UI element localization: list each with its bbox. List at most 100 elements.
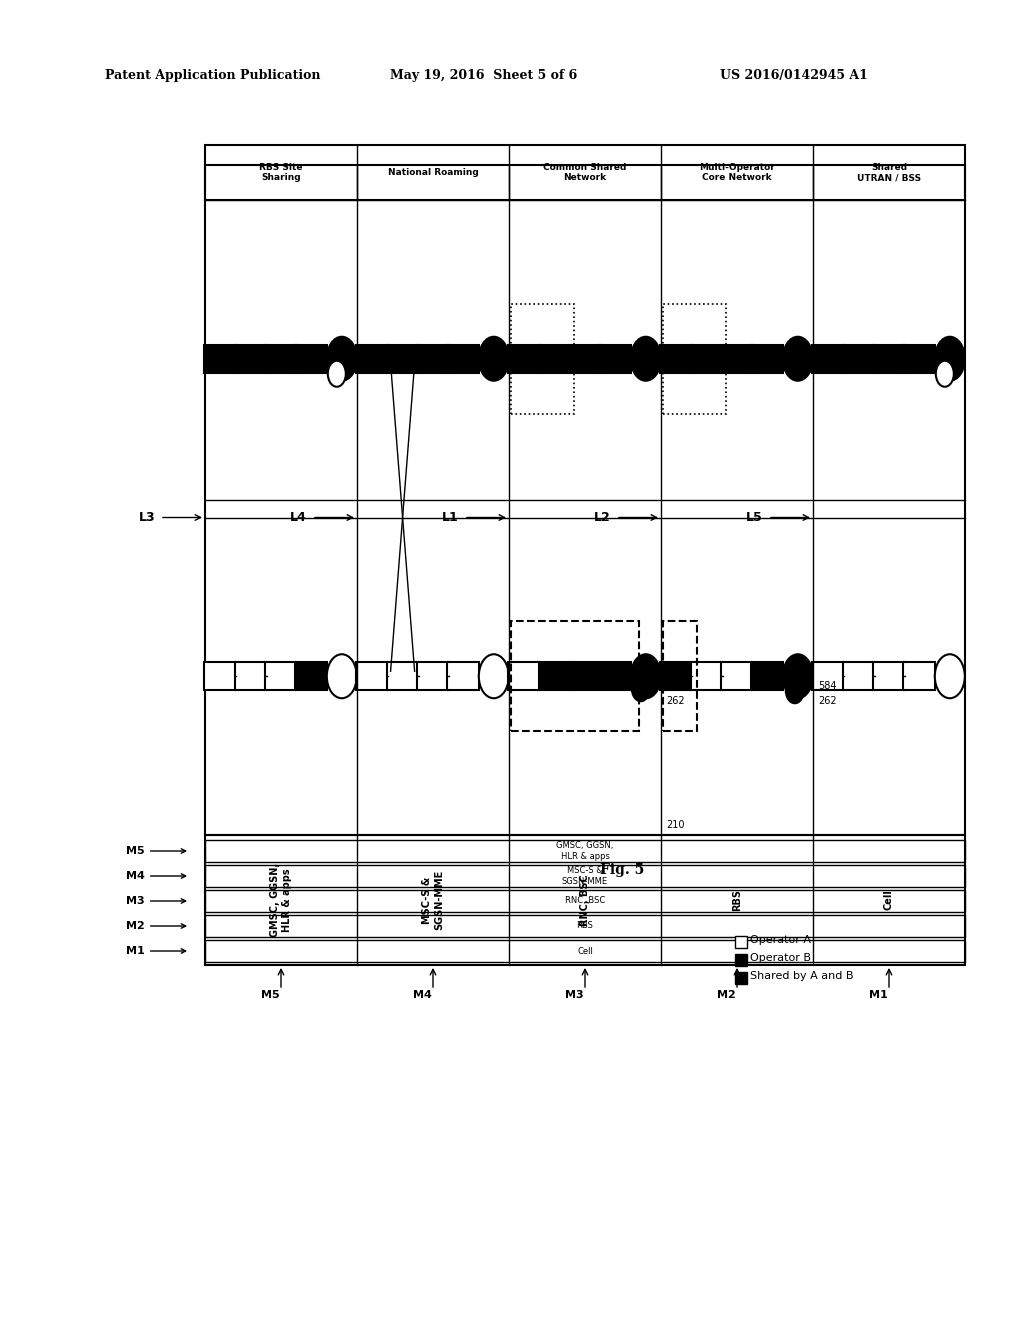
Bar (205, 915, 965, 937)
Ellipse shape (785, 677, 804, 704)
Text: Patent Application Publication: Patent Application Publication (105, 69, 321, 82)
Bar (417, 663, 449, 690)
Bar (539, 663, 570, 690)
Bar (205, 836, 965, 965)
Text: RNC, BSC: RNC, BSC (565, 896, 605, 906)
Bar (204, 345, 237, 372)
Text: M2: M2 (126, 921, 185, 931)
Text: GMSC, GGSN,
HLR & apps: GMSC, GGSN, HLR & apps (270, 863, 292, 937)
Text: L1: L1 (442, 511, 459, 524)
Bar (205, 890, 965, 912)
Text: L4: L4 (290, 511, 307, 524)
Text: L2: L2 (594, 511, 611, 524)
Bar (356, 663, 388, 690)
Text: May 19, 2016  Sheet 5 of 6: May 19, 2016 Sheet 5 of 6 (390, 69, 578, 82)
Text: L5: L5 (746, 511, 763, 524)
Bar (508, 345, 541, 372)
Bar (660, 345, 692, 372)
Text: US 2016/0142945 A1: US 2016/0142945 A1 (720, 69, 868, 82)
Bar (295, 345, 328, 372)
Bar (752, 345, 783, 372)
Bar (843, 345, 874, 372)
Bar (569, 663, 601, 690)
Bar (735, 972, 746, 983)
Bar (903, 345, 935, 372)
Text: Common Shared
Network: Common Shared Network (544, 162, 627, 182)
Bar (387, 345, 419, 372)
Ellipse shape (327, 655, 356, 698)
Ellipse shape (935, 655, 965, 698)
Text: M4: M4 (413, 990, 432, 1001)
Bar (663, 622, 697, 731)
Ellipse shape (935, 337, 965, 380)
Bar (205, 840, 965, 862)
Text: 210: 210 (666, 820, 684, 830)
Bar (265, 345, 297, 372)
Text: M5: M5 (261, 990, 280, 1001)
Text: Operator B: Operator B (750, 953, 811, 964)
Text: 262: 262 (818, 696, 837, 706)
Bar (295, 663, 328, 690)
Ellipse shape (479, 655, 509, 698)
Bar (735, 954, 746, 966)
Ellipse shape (479, 337, 509, 380)
Ellipse shape (782, 337, 813, 380)
Text: M3: M3 (565, 990, 584, 1001)
Text: Multi-Operator
Core Network: Multi-Operator Core Network (699, 162, 775, 182)
Bar (663, 304, 726, 413)
Ellipse shape (632, 676, 650, 701)
Text: M4: M4 (126, 871, 185, 880)
Text: GMSC, GGSN,
HLR & apps: GMSC, GGSN, HLR & apps (556, 841, 613, 861)
Bar (599, 345, 632, 372)
Ellipse shape (782, 655, 813, 698)
Text: M1: M1 (126, 946, 185, 956)
Text: 584: 584 (818, 681, 837, 692)
Bar (539, 345, 570, 372)
Bar (508, 663, 541, 690)
Bar (873, 345, 905, 372)
Bar (690, 663, 723, 690)
Bar (660, 663, 692, 690)
Bar (205, 940, 965, 962)
Ellipse shape (936, 360, 953, 387)
Text: RBS: RBS (732, 888, 742, 911)
Ellipse shape (328, 360, 346, 387)
Bar (812, 345, 844, 372)
Bar (735, 936, 746, 948)
Bar (356, 345, 388, 372)
Text: Operator A: Operator A (750, 935, 811, 945)
Text: M1: M1 (869, 990, 888, 1001)
Text: Cell: Cell (884, 890, 894, 911)
Bar (417, 345, 449, 372)
Bar (721, 345, 753, 372)
Bar (752, 663, 783, 690)
Bar (690, 345, 723, 372)
Ellipse shape (631, 337, 660, 380)
Bar (721, 663, 753, 690)
Text: M3: M3 (126, 896, 185, 906)
Bar (569, 345, 601, 372)
Bar (447, 345, 479, 372)
Text: MSC-S &
SGSN-MME: MSC-S & SGSN-MME (422, 870, 443, 931)
Bar (903, 663, 935, 690)
Text: M5: M5 (126, 846, 185, 855)
Bar (265, 663, 297, 690)
Text: Shared by A and B: Shared by A and B (750, 972, 853, 981)
Bar (205, 165, 965, 836)
Text: RBS Site
Sharing: RBS Site Sharing (259, 162, 303, 182)
Text: National Roaming: National Roaming (388, 168, 478, 177)
Text: RBS: RBS (577, 921, 594, 931)
Bar (205, 865, 965, 887)
Bar (447, 663, 479, 690)
Text: Fig. 5: Fig. 5 (600, 863, 644, 876)
Bar (599, 663, 632, 690)
Text: 262: 262 (666, 696, 685, 706)
Ellipse shape (783, 656, 812, 696)
Bar (204, 663, 237, 690)
Text: RNC, BSC: RNC, BSC (580, 874, 590, 925)
Bar (234, 663, 266, 690)
Bar (511, 622, 639, 731)
Ellipse shape (327, 337, 356, 380)
Bar (234, 345, 266, 372)
Text: Shared
UTRAN / BSS: Shared UTRAN / BSS (857, 162, 921, 182)
